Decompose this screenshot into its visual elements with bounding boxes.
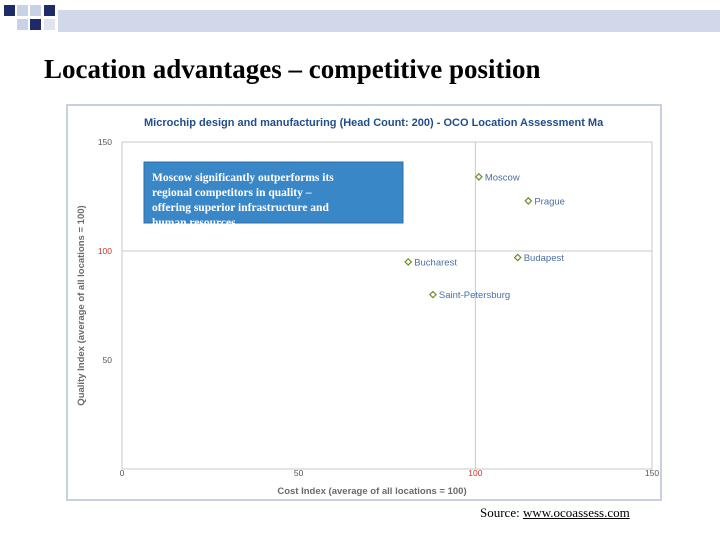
- data-point-label: Budapest: [524, 253, 565, 264]
- chart-canvas: Microchip design and manufacturing (Head…: [76, 117, 660, 497]
- navy-square: [44, 5, 55, 16]
- source-citation: Source: www.ocoassess.com: [480, 505, 630, 521]
- x-tick-label: 0: [120, 468, 125, 478]
- annotation-line: regional competitors in quality –: [152, 187, 312, 199]
- annotation-line: Moscow significantly outperforms its: [152, 172, 334, 184]
- x-axis-label: Cost Index (average of all locations = 1…: [277, 486, 466, 497]
- x-tick-label: 50: [294, 468, 304, 478]
- data-point-label: Prague: [534, 196, 565, 207]
- data-point-label: Moscow: [485, 172, 520, 183]
- light-square: [17, 19, 28, 30]
- source-prefix: Source:: [480, 505, 523, 520]
- x-tick-label: 100: [468, 468, 482, 478]
- data-point-marker: [404, 257, 413, 266]
- slide-header-decoration: [4, 5, 720, 32]
- tick-labels: 0 50 100 150 150 100 50: [98, 137, 660, 478]
- slide-title: Location advantages – competitive positi…: [44, 54, 541, 84]
- navy-square: [4, 5, 15, 16]
- annotation-box: [143, 161, 404, 224]
- navy-square: [30, 19, 41, 30]
- plot-border: [121, 141, 653, 470]
- y-axis-label: Quality Index (average of all locations …: [76, 205, 87, 405]
- annotation-text: Moscow significantly outperforms its regi…: [152, 172, 334, 229]
- chart-title: Microchip design and manufacturing (Head…: [144, 117, 604, 129]
- x-tick-label: 150: [645, 468, 659, 478]
- data-point-marker: [474, 172, 483, 181]
- y-tick-label: 50: [103, 355, 113, 365]
- light-square: [44, 19, 55, 30]
- annotation-line: human resources: [152, 217, 236, 229]
- scatter-chart: Microchip design and manufacturing (Head…: [66, 104, 662, 501]
- y-tick-label: 100: [98, 246, 112, 256]
- data-point-marker: [513, 253, 522, 262]
- data-point-marker: [428, 290, 437, 299]
- data-point-marker: [524, 196, 533, 205]
- data-points: Moscow Prague Budapest Bucharest Saint-Peter…: [404, 172, 565, 301]
- data-point-label: Bucharest: [414, 257, 457, 268]
- chart-axes: [121, 141, 653, 470]
- header-band: [58, 10, 720, 32]
- light-square: [30, 5, 41, 16]
- data-point-label: Saint-Petersburg: [439, 290, 510, 301]
- light-square: [17, 5, 28, 16]
- y-tick-label: 150: [98, 137, 112, 147]
- annotation-line: offering superior infrastructure and: [152, 202, 329, 214]
- source-link[interactable]: www.ocoassess.com: [522, 505, 630, 520]
